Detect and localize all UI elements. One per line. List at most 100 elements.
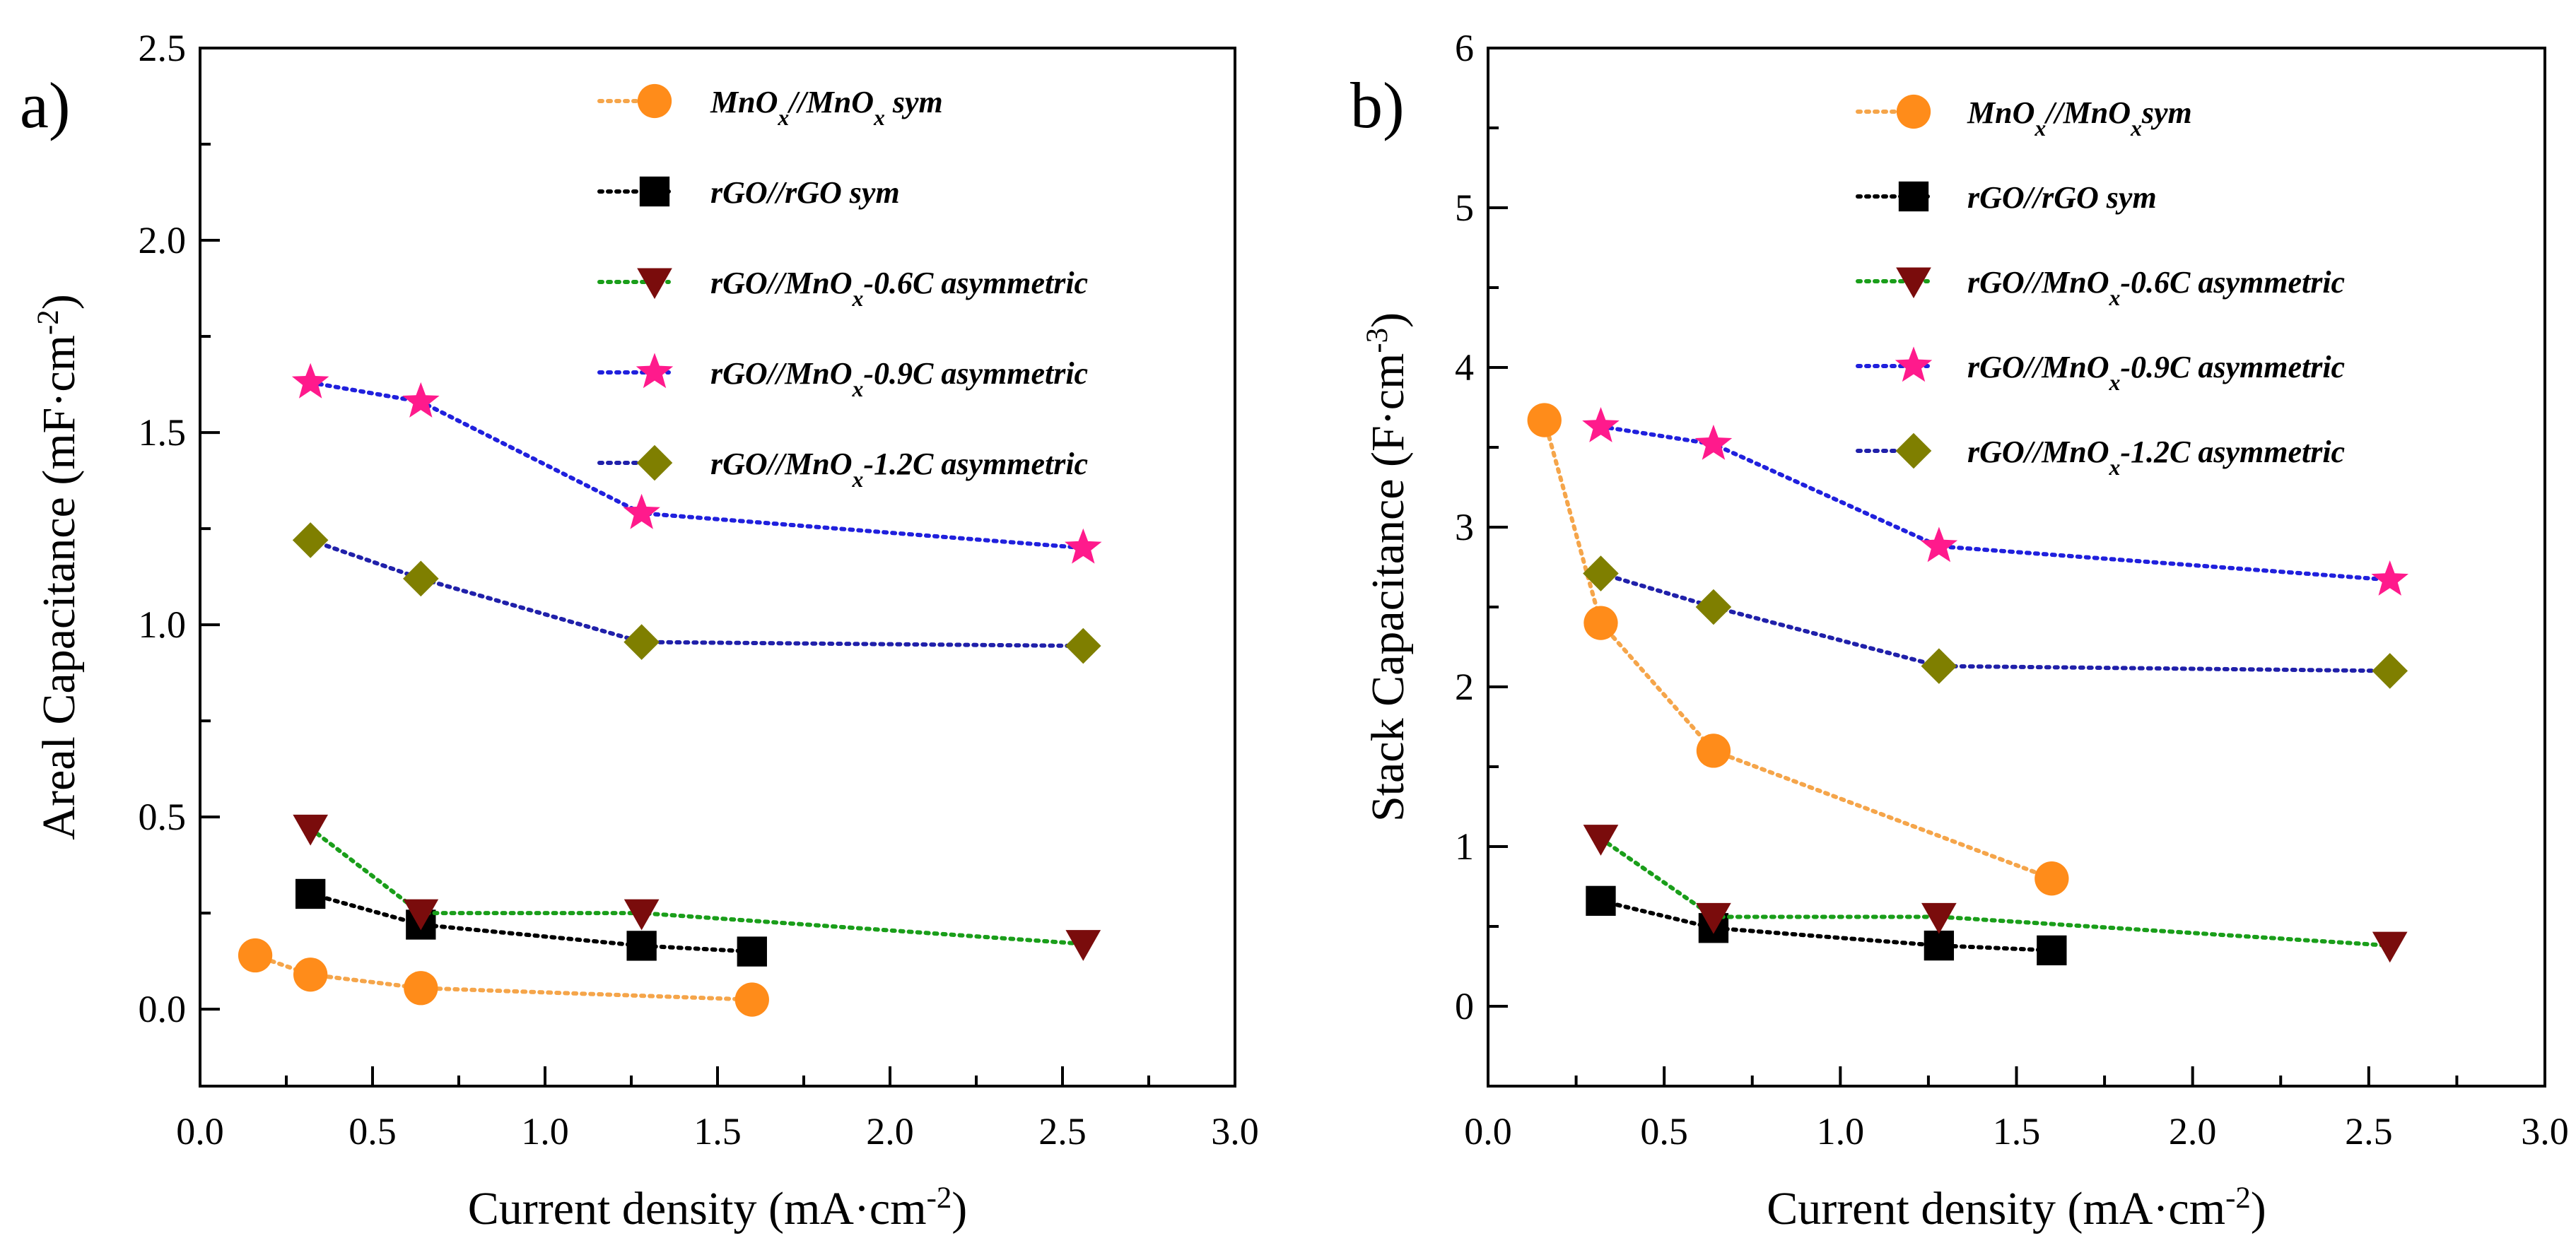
x-tick-label: 0.0 <box>1464 1110 1512 1153</box>
data-point-diamond <box>1065 628 1101 664</box>
data-point-diamond <box>2372 653 2408 689</box>
series-rgo-mnox-1-2c-asymmetric <box>1583 555 2408 689</box>
y-tick-label: 2 <box>1455 666 1474 708</box>
series-rgo-rgo-sym <box>1586 885 2067 966</box>
legend-label: rGO//MnOx-1.2C asymmetric <box>710 447 1088 492</box>
series-line <box>308 891 754 954</box>
series-rgo-mnox-0-6c-asymmetric <box>293 814 1101 961</box>
data-point-star <box>1694 424 1733 460</box>
legend-label: rGO//MnOx-0.6C asymmetric <box>1967 265 2345 310</box>
data-point-triangle-down <box>1065 930 1101 961</box>
x-tick-label: 2.0 <box>866 1110 914 1153</box>
series-mnox-mnox-sym <box>238 938 769 1017</box>
panel-label: a) <box>20 69 70 141</box>
legend-label: rGO//MnOx-0.9C asymmetric <box>1967 350 2345 395</box>
data-point-triangle-down <box>1583 825 1619 856</box>
legend-marker-square <box>1898 181 1929 212</box>
series-line <box>1598 836 2392 948</box>
data-point-diamond <box>1583 555 1619 591</box>
legend-label: rGO//rGO sym <box>1967 180 2157 215</box>
legend-marker-triangle-down <box>637 268 672 300</box>
data-point-star <box>1065 528 1102 564</box>
y-tick-label: 1 <box>1455 825 1474 868</box>
series-line <box>253 953 754 1002</box>
y-tick-label: 4 <box>1455 346 1474 389</box>
y-tick-label: 0.5 <box>139 796 187 838</box>
data-point-triangle-down <box>2372 931 2408 963</box>
panel-a-areal-capacitance-chart: 0.0 0.5 1.0 1.5 2.0 2.5 3.0 0.0 0.5 1.0 1.5 2.0 2.5 a… <box>20 27 1259 1235</box>
data-point-circle <box>1583 606 1618 640</box>
x-tick-label: 1.5 <box>693 1110 742 1153</box>
data-point-circle <box>238 938 273 973</box>
x-tick-label: 2.0 <box>2169 1110 2217 1153</box>
x-tick-label: 3.0 <box>1211 1110 1259 1153</box>
y-tick-label: 2.0 <box>139 219 187 261</box>
legend-label: rGO//rGO sym <box>710 175 900 210</box>
y-tick-label: 6 <box>1455 27 1474 69</box>
data-point-star <box>402 382 440 418</box>
data-point-star <box>2371 560 2408 596</box>
x-tick-label: 2.5 <box>1038 1110 1087 1153</box>
series-line <box>308 538 1086 649</box>
y-tick-label: 1.5 <box>139 411 187 454</box>
series-line <box>308 826 1086 946</box>
legend-marker-triangle-down <box>1896 267 1931 299</box>
data-point-square <box>1586 885 1616 916</box>
series-line <box>308 380 1086 550</box>
y-axis-label: Areal Capacitance (mF·cm-2) <box>32 294 86 839</box>
legend: MnOx//MnOxsym rGO//rGO sym rGO//MnOx-0.6C … <box>1856 94 2345 480</box>
panel-label: b) <box>1350 69 1405 141</box>
legend-label: rGO//MnOx-0.6C asymmetric <box>710 266 1088 311</box>
x-tick-label: 3.0 <box>2521 1110 2569 1153</box>
data-point-diamond <box>623 624 660 660</box>
legend-marker-circle <box>1896 94 1931 129</box>
x-tick-label: 0.0 <box>176 1110 224 1153</box>
series-rgo-mnox-0-9c-asymmetric <box>1582 407 2408 596</box>
data-point-square <box>295 878 326 909</box>
y-tick-label: 2.5 <box>139 27 187 69</box>
legend-marker-diamond <box>636 444 673 481</box>
legend: MnOx//MnOx sym rGO//rGO sym rGO//MnOx-0.6C… <box>597 83 1088 492</box>
y-tick-label: 5 <box>1455 187 1474 229</box>
legend-marker-square <box>639 176 670 207</box>
x-axis-label: Current density (mA·cm-2) <box>468 1182 968 1235</box>
data-point-circle <box>293 958 328 992</box>
data-point-diamond <box>1921 648 1957 684</box>
data-point-triangle-down <box>293 814 328 846</box>
data-point-circle <box>404 971 438 1006</box>
data-point-triangle-down <box>403 899 439 931</box>
data-point-square <box>1924 930 1955 961</box>
x-tick-label: 1.0 <box>1817 1110 1865 1153</box>
series-line <box>1598 571 2392 673</box>
data-point-circle <box>2035 861 2069 896</box>
data-point-square <box>2037 935 2067 966</box>
x-tick-label: 1.0 <box>521 1110 569 1153</box>
y-axis-label: Stack Capacitance (F·cm-3) <box>1361 312 1415 822</box>
series-rgo-mnox-1-2c-asymmetric <box>292 522 1101 664</box>
data-point-circle <box>1696 733 1731 768</box>
x-tick-label: 0.5 <box>349 1110 397 1153</box>
legend-marker-star <box>636 353 674 389</box>
legend-label: MnOx//MnOx sym <box>710 85 943 130</box>
data-point-star <box>1920 526 1958 562</box>
series-rgo-mnox-0-9c-asymmetric <box>291 363 1102 564</box>
legend-label: rGO//MnOx-0.9C asymmetric <box>710 356 1088 401</box>
legend-label: MnOx//MnOxsym <box>1967 95 2192 141</box>
y-tick-label: 3 <box>1455 506 1474 548</box>
data-point-star <box>1582 407 1620 442</box>
data-point-diamond <box>1695 589 1732 625</box>
series-rgo-rgo-sym <box>295 878 767 967</box>
legend-marker-circle <box>637 83 672 119</box>
x-tick-label: 2.5 <box>2345 1110 2393 1153</box>
data-point-star <box>291 363 329 399</box>
x-tick-label: 0.5 <box>1640 1110 1688 1153</box>
panel-b-stack-capacitance-chart: 0.0 0.5 1.0 1.5 2.0 2.5 3.0 0 1 2 3 4 5 6 b) Current de… <box>1350 27 2569 1235</box>
data-point-square <box>626 931 657 961</box>
y-tick-label: 0 <box>1455 985 1474 1027</box>
data-point-circle <box>1527 403 1562 437</box>
x-axis-label: Current density (mA·cm-2) <box>1767 1182 2266 1235</box>
series-line <box>1598 424 2392 582</box>
data-point-triangle-down <box>1696 902 1731 934</box>
y-tick-label: 1.0 <box>139 603 187 646</box>
